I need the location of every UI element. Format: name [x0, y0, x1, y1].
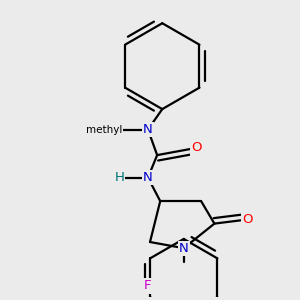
Text: N: N [143, 171, 153, 184]
Text: F: F [144, 280, 152, 292]
Text: N: N [179, 242, 189, 255]
Text: N: N [143, 123, 153, 136]
Text: methyl: methyl [86, 124, 122, 135]
Text: O: O [242, 213, 252, 226]
Text: H: H [114, 171, 124, 184]
Text: O: O [191, 142, 201, 154]
